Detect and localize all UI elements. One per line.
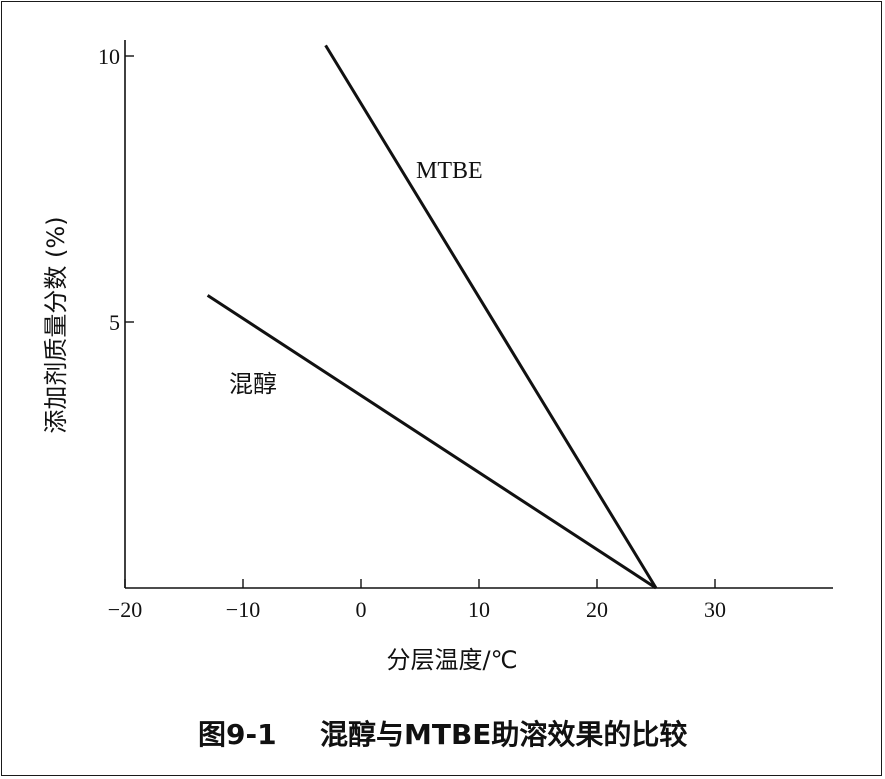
y-axis-title: 添加剂质量分数 (%) bbox=[42, 216, 70, 433]
figure-caption-text: 混醇与MTBE助溶效果的比较 bbox=[320, 718, 687, 751]
figure-caption-number: 图9-1 bbox=[198, 718, 277, 751]
axes bbox=[124, 40, 833, 589]
x-tick-label: −20 bbox=[108, 597, 142, 622]
x-ticks: −20 −10 0 10 20 30 bbox=[108, 579, 726, 622]
x-tick-label: 30 bbox=[704, 597, 726, 622]
x-axis-title: 分层温度/℃ bbox=[386, 646, 517, 674]
y-ticks: 5 10 bbox=[98, 44, 134, 335]
x-tick-label: 0 bbox=[356, 597, 367, 622]
x-tick-label: 10 bbox=[468, 597, 490, 622]
x-tick-label: 20 bbox=[586, 597, 608, 622]
series-line-0 bbox=[324, 44, 658, 589]
series-lines bbox=[206, 44, 658, 590]
series-label-mtbe: MTBE bbox=[416, 158, 483, 184]
y-tick-label: 5 bbox=[109, 310, 120, 335]
series-line-1 bbox=[206, 294, 657, 590]
series-label-hunchun: 混醇 bbox=[229, 370, 277, 398]
y-tick-label: 10 bbox=[98, 44, 120, 69]
x-tick-label: −10 bbox=[226, 597, 260, 622]
